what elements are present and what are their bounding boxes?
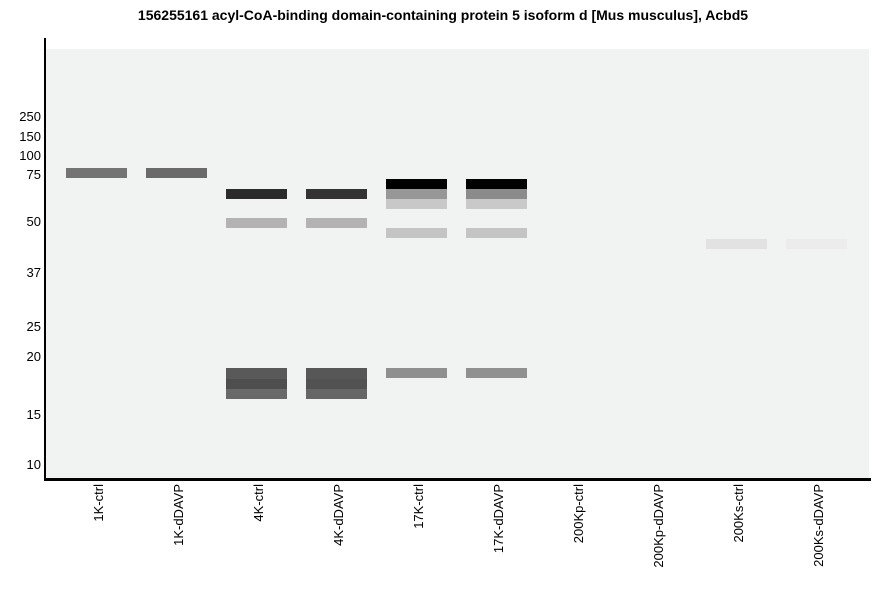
y-tick-label: 20 [26, 349, 41, 364]
lane-label: 200Kp-ctrl [571, 484, 586, 544]
y-tick-label: 75 [26, 167, 41, 182]
y-tick-label: 100 [19, 148, 41, 163]
lane-label: 4K-dDAVP [331, 484, 346, 546]
gel-band [706, 239, 767, 249]
gel-band [386, 228, 447, 238]
lane-label: 17K-ctrl [411, 484, 426, 529]
y-tick-label: 150 [19, 129, 41, 144]
y-tick-label: 15 [26, 407, 41, 422]
gel-band [466, 228, 527, 238]
gel-band [66, 168, 127, 178]
plot-area [46, 49, 869, 478]
lane-label: 200Ks-ctrl [731, 484, 746, 543]
gel-band [386, 179, 447, 189]
gel-band [226, 379, 287, 389]
y-axis-line [44, 38, 46, 481]
gel-band [226, 368, 287, 379]
lane-label: 1K-dDAVP [171, 484, 186, 546]
y-tick-label: 250 [19, 109, 41, 124]
lane-label: 200Kp-dDAVP [651, 484, 666, 568]
gel-band [466, 368, 527, 378]
gel-band [306, 218, 367, 228]
gel-band [306, 368, 367, 379]
gel-band [466, 199, 527, 209]
figure-title: 156255161 acyl-CoA-binding domain-contai… [137, 7, 749, 23]
y-tick-label: 50 [26, 214, 41, 229]
gel-band [386, 199, 447, 209]
y-tick-label: 10 [26, 457, 41, 472]
y-tick-label: 25 [26, 319, 41, 334]
lane-label: 1K-ctrl [91, 484, 106, 522]
lane-label: 17K-dDAVP [491, 484, 506, 554]
y-tick-label: 37 [26, 265, 41, 280]
gel-band [306, 389, 367, 399]
gel-band [306, 189, 367, 199]
gel-band [226, 389, 287, 399]
gel-band [226, 189, 287, 199]
gel-band [466, 179, 527, 189]
lane-label: 4K-ctrl [251, 484, 266, 522]
x-axis-line [44, 478, 871, 481]
gel-band [226, 218, 287, 228]
gel-band [386, 189, 447, 199]
lane-label: 200Ks-dDAVP [811, 484, 826, 567]
gel-band [146, 168, 207, 178]
gel-band [306, 379, 367, 389]
gel-band [786, 239, 847, 249]
gel-band [466, 189, 527, 199]
gel-band [386, 368, 447, 378]
